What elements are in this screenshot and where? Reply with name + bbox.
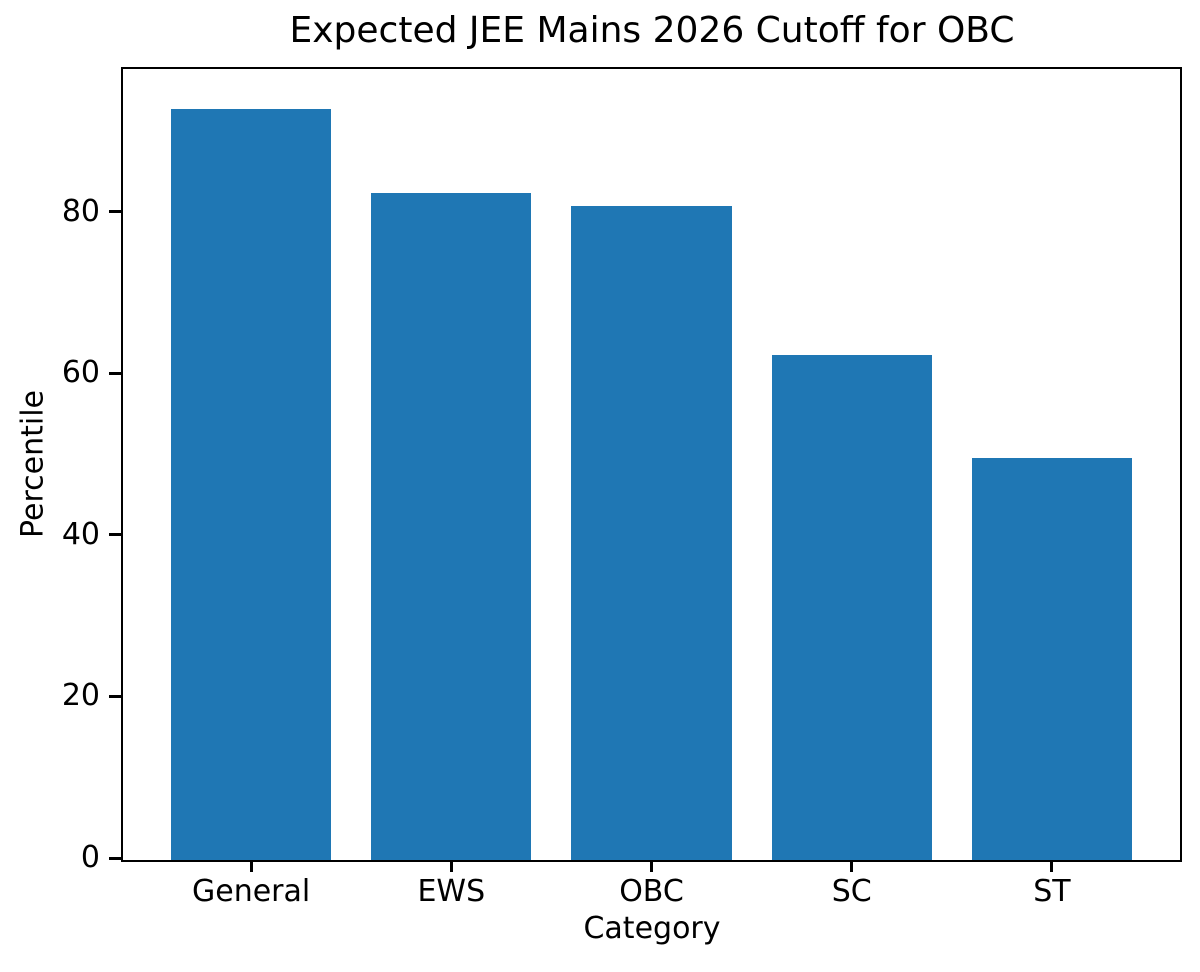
bar-ews [371, 193, 532, 860]
x-tick-label-general: General [191, 874, 311, 909]
x-tick-mark-ews [449, 860, 453, 872]
y-axis-label: Percentile [15, 389, 51, 539]
x-tick-mark-obc [650, 860, 653, 872]
y-tick-mark-40 [109, 533, 121, 537]
plot-area [121, 67, 1182, 862]
bar-obc [571, 205, 732, 860]
x-tick-label-sc: SC [831, 874, 872, 909]
x-tick-label-st: ST [1033, 874, 1071, 909]
bar-sc [771, 355, 932, 860]
x-tick-mark-general [249, 860, 253, 872]
bar-general [171, 108, 332, 860]
y-tick-mark-20 [109, 694, 121, 698]
y-tick-label-40: 40 [61, 516, 100, 552]
y-tick-label-0: 0 [80, 840, 100, 875]
x-tick-mark-st [1050, 860, 1054, 872]
x-tick-label-obc: OBC [619, 874, 684, 909]
y-tick-mark-80 [109, 210, 121, 214]
y-tick-label-20: 20 [61, 678, 100, 714]
y-tick-label-80: 80 [61, 193, 100, 229]
y-tick-mark-0 [109, 856, 121, 860]
x-tick-label-ews: EWS [417, 874, 486, 909]
x-axis-label: Category [583, 911, 721, 946]
chart-title: Expected JEE Mains 2026 Cutoff for OBC [289, 10, 1015, 51]
bar-st [971, 457, 1132, 860]
y-tick-label-60: 60 [61, 355, 100, 391]
x-tick-mark-sc [850, 860, 854, 872]
y-tick-mark-60 [109, 371, 121, 375]
